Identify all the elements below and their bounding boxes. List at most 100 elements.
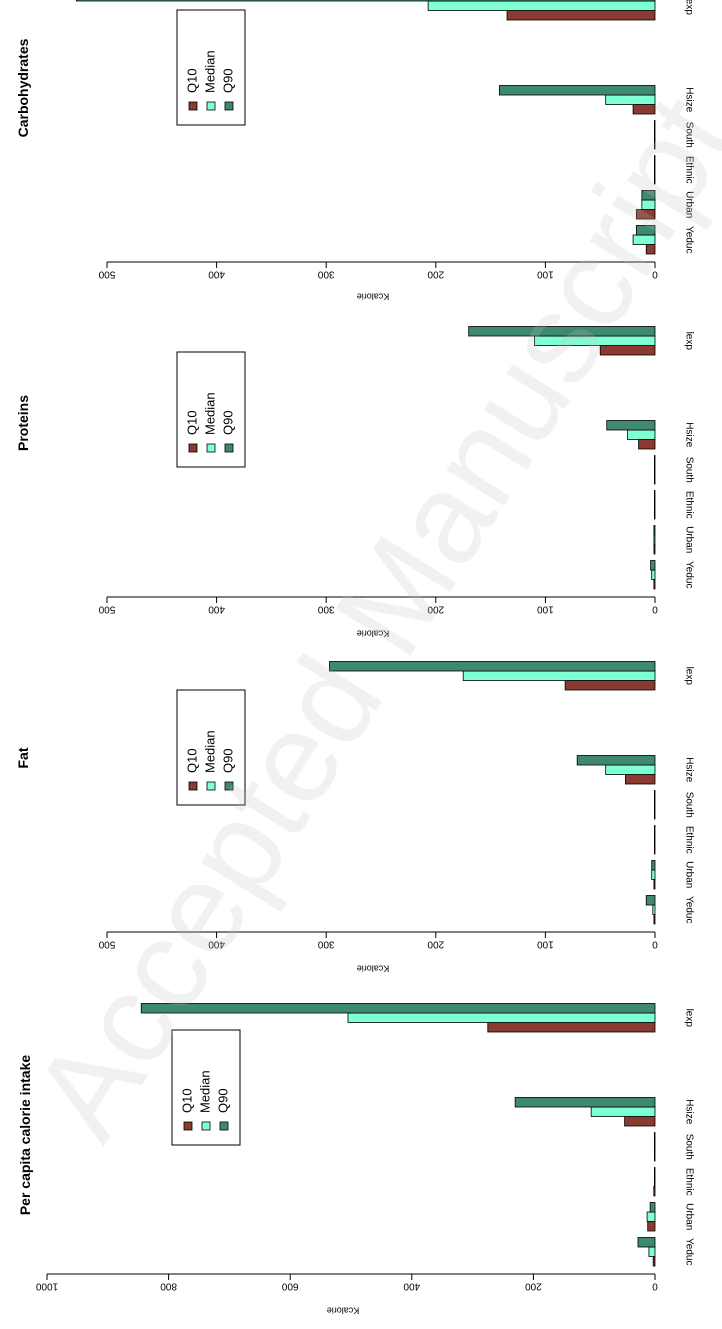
bar-ethnic-median (654, 164, 656, 175)
bar-ethnic-q10 (654, 844, 656, 855)
category-label: Ethnic (683, 491, 694, 519)
legend-swatch-q90 (224, 443, 234, 453)
bar-ethnic-q90 (654, 825, 656, 836)
legend-label-q10: Q10 (179, 1088, 194, 1113)
legend-swatch-q10 (183, 1121, 193, 1131)
bar-lexp-median (347, 1012, 656, 1023)
bar-hsize-median (627, 429, 656, 440)
bar-hsize-q10 (624, 1116, 656, 1127)
tick-label: 0 (652, 938, 658, 949)
panel-fat: Fat 0 100 200 300 400 500 Kcalorie lexp Hsize Sout… (15, 661, 694, 974)
bar-south-median (654, 129, 656, 140)
bar-south-median (654, 799, 656, 810)
tick-label: 400 (208, 938, 225, 949)
bar-yeduc-q90 (650, 560, 656, 571)
panel-title: Fat (15, 747, 31, 768)
category-label: Ethnic (683, 1168, 694, 1196)
legend-swatch-q10 (188, 443, 198, 453)
category-label: South (683, 1134, 694, 1160)
tick-label: 200 (525, 1280, 542, 1291)
bar-urban-q90 (651, 860, 656, 871)
category-label: lexp (683, 1009, 694, 1028)
tick-label: 1000 (35, 1280, 58, 1291)
bar-yeduc-q90 (645, 895, 656, 906)
legend-swatch-median (206, 101, 216, 111)
bar-hsize-q10 (638, 439, 656, 450)
tick-label: 600 (281, 1280, 298, 1291)
panel-proteins: Proteins 0 100 200 300 400 500 Kcalorie lexp Hsiz… (15, 326, 694, 639)
bar-lexp-q90 (140, 1003, 656, 1014)
tick-label: 400 (403, 1280, 420, 1291)
bar-urban-median (646, 1211, 656, 1222)
bar-lexp-q90 (75, 0, 656, 2)
legend-label-q90: Q90 (220, 748, 235, 773)
tick-label: 200 (427, 603, 444, 614)
tick-label: 500 (98, 268, 115, 279)
tick-label: 100 (537, 268, 554, 279)
bar-yeduc-median (648, 1246, 656, 1257)
bar-yeduc-median (652, 904, 656, 915)
category-label: Urban (683, 526, 694, 553)
bar-ethnic-median (654, 499, 656, 510)
tick-label: 200 (427, 938, 444, 949)
bar-ethnic-q10 (654, 509, 656, 520)
bar-hsize-q10 (625, 774, 656, 785)
bar-yeduc-q10 (653, 914, 656, 925)
legend-swatch-median (206, 781, 216, 791)
category-label: Hsize (683, 87, 694, 112)
bar-lexp-median (427, 0, 656, 11)
legend: Q10 Median Q90 (176, 689, 246, 806)
bar-urban-q10 (653, 879, 656, 890)
legend-swatch-q90 (224, 781, 234, 791)
bar-ethnic-median (654, 834, 656, 845)
legend-swatch-q10 (188, 781, 198, 791)
bar-urban-median (653, 534, 656, 545)
bar-south-q90 (653, 1132, 656, 1143)
bar-ethnic-q10 (653, 1186, 656, 1197)
bar-hsize-q90 (606, 420, 656, 431)
bar-ethnic-q90 (654, 490, 656, 501)
panel-title: Per capita calorie intake (17, 1055, 33, 1216)
panel-title: Carbohydrates (15, 38, 31, 137)
legend-swatch-median (206, 443, 216, 453)
bar-lexp-q10 (506, 10, 656, 21)
tick-label: 0 (652, 268, 658, 279)
legend-label-median: Median (202, 730, 217, 773)
category-label: Urban (683, 1203, 694, 1230)
bar-yeduc-median (632, 234, 656, 245)
category-label: Yeduc (683, 561, 694, 588)
bar-hsize-median (605, 94, 656, 105)
tick-label: 300 (317, 268, 334, 279)
bar-ethnic-q90 (653, 1167, 656, 1178)
bar-lexp-q90 (468, 326, 656, 337)
bar-urban-median (651, 869, 656, 880)
bar-south-q10 (653, 1151, 656, 1162)
tick-label: 400 (208, 603, 225, 614)
bar-south-q90 (654, 455, 656, 466)
axis-label: Kcalorie (357, 292, 390, 302)
bar-urban-q90 (641, 190, 656, 201)
bar-south-q10 (654, 474, 656, 485)
category-label: Yeduc (683, 226, 694, 253)
bar-south-q10 (654, 139, 656, 150)
axis-label: Kcalorie (357, 964, 390, 974)
bar-lexp-median (462, 670, 656, 681)
category-label: Ethnic (683, 156, 694, 184)
bar-hsize-q10 (632, 104, 656, 115)
axis-label: Kcalorie (357, 629, 390, 639)
legend: Q10 Median Q90 (171, 1029, 241, 1146)
bar-urban-q90 (653, 525, 656, 536)
legend-swatch-median (201, 1121, 211, 1131)
category-label: South (683, 122, 694, 148)
category-label: Hsize (683, 1099, 694, 1124)
bar-lexp-q90 (329, 661, 656, 672)
tick-label: 400 (208, 268, 225, 279)
category-label: Ethnic (683, 826, 694, 854)
category-label: Urban (683, 861, 694, 888)
panel-title: Proteins (15, 395, 31, 451)
bar-urban-q10 (653, 544, 656, 555)
bar-yeduc-q10 (645, 244, 656, 255)
bar-south-median (654, 464, 656, 475)
bar-hsize-q90 (576, 755, 656, 766)
